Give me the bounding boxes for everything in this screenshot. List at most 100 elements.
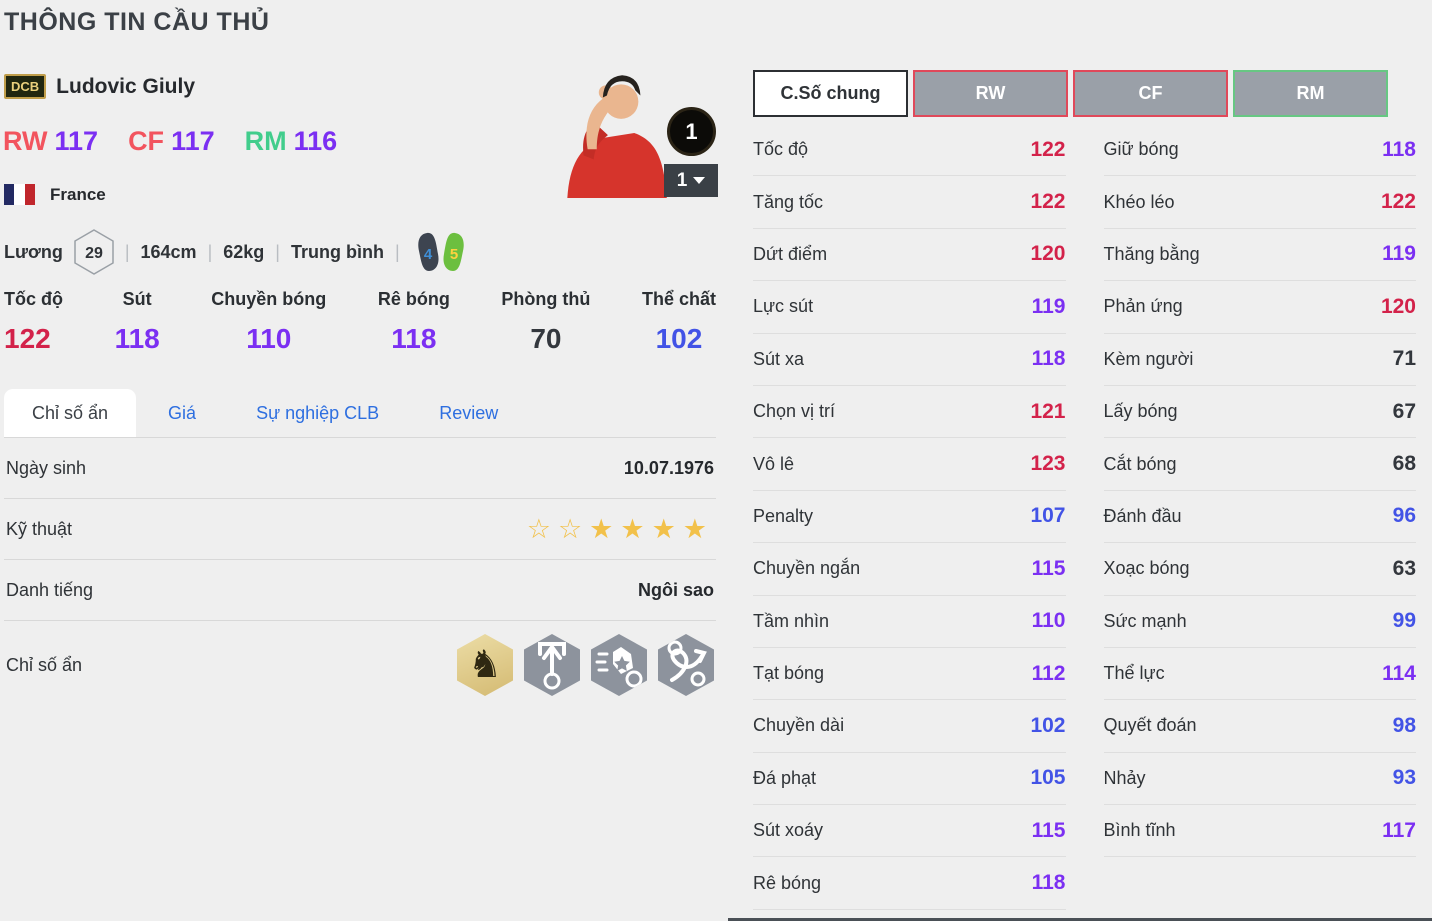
detail-stat-label: Thể lực <box>1103 663 1165 684</box>
detail-stat-row: Chuyền dài 102 <box>753 700 1066 753</box>
player-name: Ludovic Giuly <box>56 74 196 98</box>
detail-stat-row: Kèm người 71 <box>1103 334 1416 386</box>
detail-stat-value: 110 <box>1031 609 1066 633</box>
info-row-label: Ngày sinh <box>6 457 87 478</box>
tab-4[interactable]: Review <box>439 402 499 423</box>
main-stat-value: 70 <box>530 323 562 354</box>
stat-filter-cf[interactable]: CF <box>1073 70 1228 117</box>
detail-stat-label: Sút xoáy <box>753 820 824 841</box>
tab-bar: Chỉ số ẩn Giá Sự nghiệp CLB Review <box>4 389 716 438</box>
detail-stat-row: Đánh đầu 96 <box>1103 491 1416 544</box>
detail-stat-value: 98 <box>1392 713 1416 737</box>
detail-stat-value: 71 <box>1392 347 1416 371</box>
main-stats: Tốc độ 122 Sút 118 Chuyền bóng 110 Rê bóng 118 P… <box>4 289 716 355</box>
stat-filter-rm[interactable]: RM <box>1233 70 1388 117</box>
svg-text:29: 29 <box>85 245 103 262</box>
level-dropdown[interactable]: 1 <box>664 164 718 197</box>
detail-stat-row: Đá phạt 105 <box>753 753 1066 806</box>
position-rating: 116 <box>293 126 338 156</box>
detail-stats-left: Tốc độ 122 Tăng tốc 122 Dứt điểm 120 Lực sút 11… <box>753 124 1066 910</box>
detail-stat-label: Lấy bóng <box>1103 401 1178 422</box>
stat-filter-c-s-chung[interactable]: C.Số chung <box>753 70 908 117</box>
detail-stat-value: 119 <box>1382 242 1416 266</box>
detail-stat-label: Chuyền ngắn <box>753 558 861 579</box>
goal-arrow-badge-icon <box>524 634 580 696</box>
detail-stat-label: Phản ứng <box>1103 296 1183 317</box>
detail-stat-row: Penalty 107 <box>753 491 1066 544</box>
table-row: Danh tiếng Ngôi sao <box>4 560 716 621</box>
main-stat-label: Sút <box>122 289 152 309</box>
detail-stat-label: Đá phạt <box>753 767 817 788</box>
detail-stat-row: Thể lực 114 <box>1103 648 1416 701</box>
position-label: RW <box>3 126 48 156</box>
detail-stat-value: 102 <box>1030 713 1066 737</box>
knight-glyph: ♞ <box>467 644 503 686</box>
level-dropdown-value: 1 <box>676 169 688 191</box>
detail-stat-row: Quyết đoán 98 <box>1103 700 1416 753</box>
detail-stat-value: 118 <box>1382 137 1416 161</box>
main-stat-value: 122 <box>4 323 51 354</box>
detail-stat-label: Vô lê <box>753 453 795 474</box>
detail-stat-label: Chọn vị trí <box>753 401 836 422</box>
main-stat-label: Thể chất <box>641 289 716 309</box>
detail-stat-label: Nhảy <box>1103 767 1146 788</box>
tab-3[interactable]: Sự nghiệp CLB <box>256 402 380 423</box>
table-row: Ngày sinh 10.07.1976 <box>4 438 716 499</box>
player-meta-row: Lương 29 | 164cm | 62kg | Trung bình | 4 5 <box>4 227 469 277</box>
salary-label: Lương <box>4 241 63 262</box>
detail-stat-value: 120 <box>1030 242 1066 266</box>
salary-hexagon: 29 <box>74 229 114 275</box>
main-stat-label: Rê bóng <box>377 289 450 309</box>
meta-separator: | <box>207 241 213 262</box>
detail-stat-value: 117 <box>1382 818 1416 842</box>
position-rating: 117 <box>54 126 99 156</box>
skill-stars: ☆☆★★★★ <box>526 513 714 544</box>
detail-stat-row: Tăng tốc 122 <box>753 176 1066 229</box>
stat-filter-rw[interactable]: RW <box>913 70 1068 117</box>
detail-stat-label: Tạt bóng <box>753 663 825 684</box>
chevron-down-icon <box>693 177 706 184</box>
detail-stat-row: Sức mạnh 99 <box>1103 596 1416 648</box>
detail-stat-label: Rê bóng <box>753 872 822 893</box>
detail-stat-row: Thăng bằng 119 <box>1103 229 1416 282</box>
info-row-label: Chỉ số ẩn <box>6 654 83 675</box>
detail-stats-right: Giữ bóng 118 Khéo léo 122 Thăng bằng 119 Phản … <box>1103 124 1416 910</box>
detail-stat-label: Sức mạnh <box>1103 610 1187 631</box>
main-stat-5: Phòng thủ 70 <box>501 289 590 355</box>
tab-1[interactable]: Chỉ số ẩn <box>4 389 137 437</box>
detail-stat-row: Tầm nhìn 110 <box>753 596 1066 648</box>
detail-stat-row: Cắt bóng 68 <box>1103 438 1416 491</box>
detail-stat-value: 93 <box>1392 766 1416 790</box>
info-row-label: Kỹ thuật <box>6 518 73 539</box>
main-stat-value: 118 <box>391 323 437 354</box>
detail-stat-value: 99 <box>1392 609 1416 633</box>
svg-text:4: 4 <box>423 246 432 263</box>
detail-stat-columns: Tốc độ 122 Tăng tốc 122 Dứt điểm 120 Lực sút 11… <box>753 124 1416 910</box>
detail-stat-value: 115 <box>1031 556 1066 580</box>
main-stat-4: Rê bóng 118 <box>378 289 450 355</box>
detail-stat-value: 107 <box>1030 504 1066 528</box>
svg-text:5: 5 <box>449 246 457 263</box>
position-ratings: RW 117 CF 117 RM 116 <box>3 126 337 157</box>
detail-stat-row: Bình tĩnh 117 <box>1103 805 1416 858</box>
meta-separator: | <box>124 241 130 262</box>
detail-stat-row: Sút xa 118 <box>753 334 1066 386</box>
detail-stat-label: Khéo léo <box>1103 191 1175 212</box>
meta-item: Trung bình <box>290 241 384 262</box>
detail-stat-value: 118 <box>1031 871 1066 895</box>
detail-stat-row: Chuyền ngắn 115 <box>753 543 1066 596</box>
detail-stat-value: 119 <box>1031 294 1066 318</box>
boot-star-badge-icon <box>591 634 647 696</box>
detail-stat-value: 67 <box>1392 399 1416 423</box>
detail-stat-label: Bình tĩnh <box>1103 820 1176 841</box>
main-stat-3: Chuyền bóng 110 <box>211 289 326 355</box>
detail-stat-row: Xoạc bóng 63 <box>1103 543 1416 596</box>
detail-stat-row: Vô lê 123 <box>753 438 1066 491</box>
stat-filter-buttons: C.Số chung RW CF RM <box>753 70 1388 117</box>
detail-stat-label: Cắt bóng <box>1103 453 1177 474</box>
tab-2[interactable]: Giá <box>168 402 197 423</box>
detail-stat-value: 118 <box>1031 347 1066 371</box>
position-rm: RM 116 <box>245 126 338 157</box>
meta-separator: | <box>394 241 400 262</box>
table-row: Kỹ thuật ☆☆★★★★ <box>4 499 716 560</box>
